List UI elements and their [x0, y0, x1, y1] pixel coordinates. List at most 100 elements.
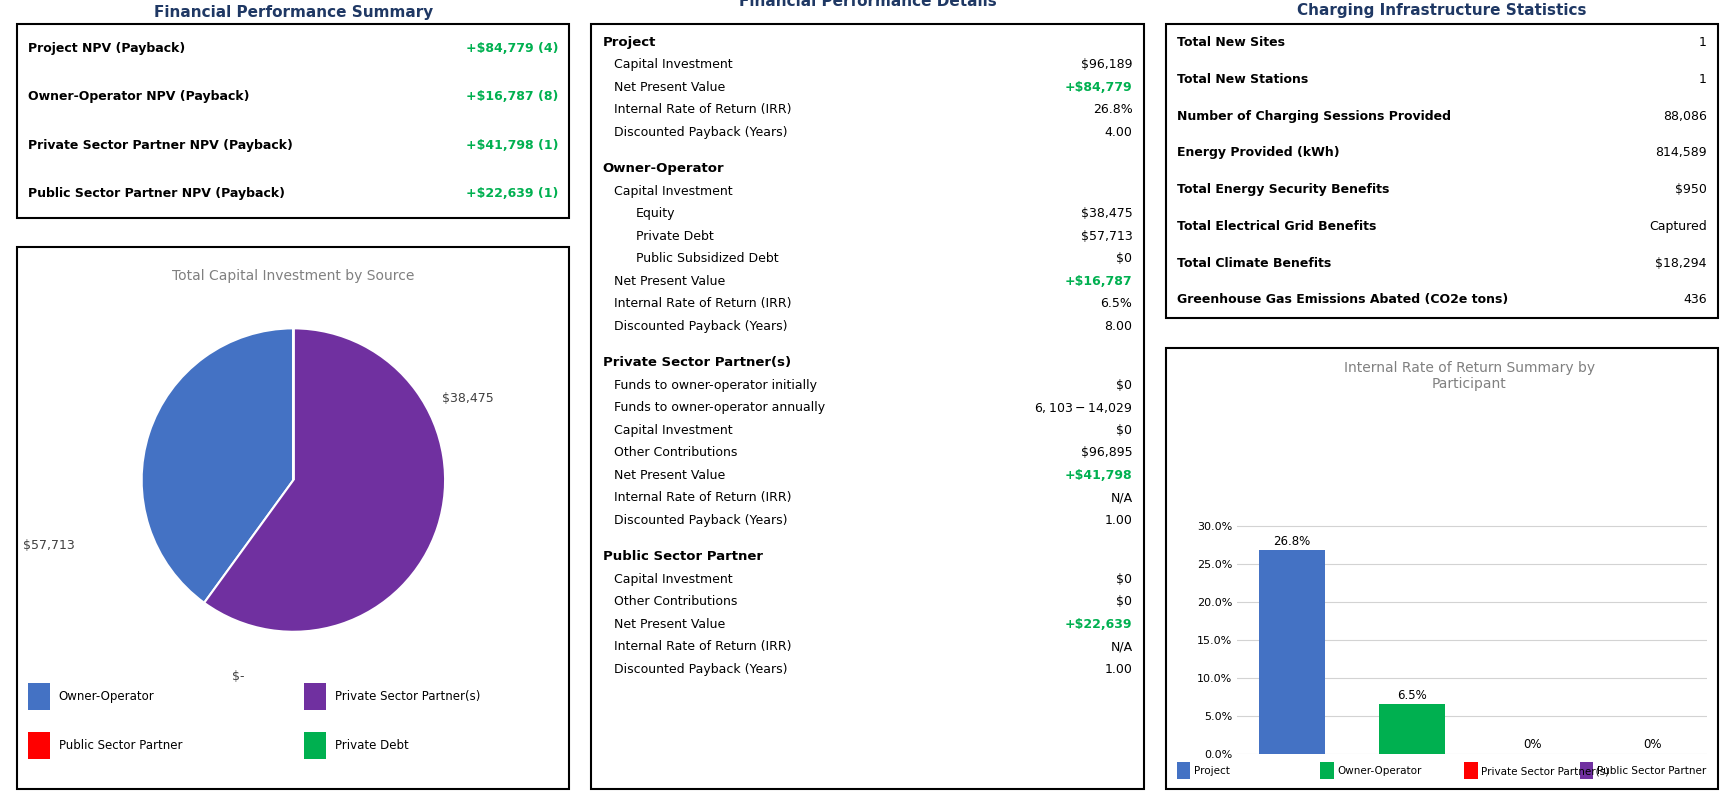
Text: Internal Rate of Return Summary by
Participant: Internal Rate of Return Summary by Parti… [1343, 361, 1594, 391]
Text: Capital Investment: Capital Investment [614, 184, 732, 197]
Text: $18,294: $18,294 [1655, 257, 1707, 270]
Text: Owner-Operator: Owner-Operator [59, 691, 154, 704]
Bar [304, 732, 326, 759]
Text: Other Contributions: Other Contributions [614, 446, 737, 459]
Bar [1320, 762, 1334, 779]
Text: $38,475: $38,475 [442, 392, 494, 405]
Text: N/A: N/A [1110, 640, 1133, 653]
Text: +$41,798: +$41,798 [1065, 469, 1133, 481]
Text: Public Subsidized Debt: Public Subsidized Debt [635, 252, 779, 265]
Text: Financial Performance Details: Financial Performance Details [739, 0, 996, 9]
FancyBboxPatch shape [1166, 24, 1718, 318]
Text: Net Present Value: Net Present Value [614, 617, 725, 630]
Text: Greenhouse Gas Emissions Abated (CO2e tons): Greenhouse Gas Emissions Abated (CO2e to… [1176, 293, 1508, 307]
Text: Total Capital Investment by Source: Total Capital Investment by Source [172, 269, 415, 283]
Text: Private Sector Partner(s): Private Sector Partner(s) [602, 356, 791, 369]
Text: Private Sector Partner(s): Private Sector Partner(s) [335, 691, 481, 704]
Text: Internal Rate of Return (IRR): Internal Rate of Return (IRR) [614, 297, 791, 310]
Text: +$16,787: +$16,787 [1065, 275, 1133, 287]
Text: Total New Sites: Total New Sites [1176, 36, 1284, 49]
Bar [1176, 762, 1190, 779]
Text: Total Energy Security Benefits: Total Energy Security Benefits [1176, 183, 1390, 196]
Text: Public Sector Partner: Public Sector Partner [602, 550, 762, 563]
Text: Discounted Payback (Years): Discounted Payback (Years) [614, 320, 788, 333]
Text: $0: $0 [1117, 378, 1133, 391]
Text: Project: Project [1194, 766, 1230, 776]
Text: 1: 1 [1699, 36, 1707, 49]
Text: Private Debt: Private Debt [635, 229, 713, 242]
Text: +$22,639 (1): +$22,639 (1) [467, 187, 559, 200]
Text: Captured: Captured [1648, 220, 1707, 233]
Text: Total Electrical Grid Benefits: Total Electrical Grid Benefits [1176, 220, 1376, 233]
Text: 26.8%: 26.8% [1093, 103, 1133, 116]
Text: +$22,639: +$22,639 [1065, 617, 1133, 630]
Text: $38,475: $38,475 [1081, 207, 1133, 220]
Text: Internal Rate of Return (IRR): Internal Rate of Return (IRR) [614, 103, 791, 116]
Text: Private Sector Partner NPV (Payback): Private Sector Partner NPV (Payback) [28, 138, 293, 151]
Text: +$84,779 (4): +$84,779 (4) [467, 42, 559, 55]
Text: Net Present Value: Net Present Value [614, 469, 725, 481]
Text: $6,103 - $14,029: $6,103 - $14,029 [1034, 401, 1133, 415]
Text: 1.00: 1.00 [1105, 514, 1133, 527]
Text: 88,086: 88,086 [1662, 109, 1707, 122]
Text: $0: $0 [1117, 252, 1133, 265]
Text: Capital Investment: Capital Investment [614, 572, 732, 585]
FancyBboxPatch shape [592, 24, 1143, 789]
Text: Discounted Payback (Years): Discounted Payback (Years) [614, 126, 788, 138]
Text: Equity: Equity [635, 207, 675, 220]
Text: Project NPV (Payback): Project NPV (Payback) [28, 42, 186, 55]
Text: Total Climate Benefits: Total Climate Benefits [1176, 257, 1331, 270]
Text: $57,713: $57,713 [23, 539, 75, 551]
Text: Internal Rate of Return (IRR): Internal Rate of Return (IRR) [614, 640, 791, 653]
Text: Energy Provided (kWh): Energy Provided (kWh) [1176, 147, 1339, 159]
Bar [28, 732, 50, 759]
Text: Capital Investment: Capital Investment [614, 423, 732, 436]
Text: $57,713: $57,713 [1081, 229, 1133, 242]
Text: Funds to owner-operator annually: Funds to owner-operator annually [614, 401, 824, 414]
Text: Private Debt: Private Debt [335, 739, 408, 752]
Text: Financial Performance Summary: Financial Performance Summary [154, 6, 434, 20]
Text: +$16,787 (8): +$16,787 (8) [467, 90, 559, 103]
Text: Owner-Operator: Owner-Operator [602, 162, 723, 175]
Text: $96,895: $96,895 [1081, 446, 1133, 459]
Text: Discounted Payback (Years): Discounted Payback (Years) [614, 514, 788, 527]
Text: 1.00: 1.00 [1105, 663, 1133, 675]
Text: Funds to owner-operator initially: Funds to owner-operator initially [614, 378, 817, 391]
Text: 8.00: 8.00 [1105, 320, 1133, 333]
FancyBboxPatch shape [1166, 348, 1718, 789]
Text: Discounted Payback (Years): Discounted Payback (Years) [614, 663, 788, 675]
Text: 436: 436 [1683, 293, 1707, 307]
Text: $0: $0 [1117, 572, 1133, 585]
Bar [304, 683, 326, 710]
FancyBboxPatch shape [17, 24, 569, 217]
Text: Total New Stations: Total New Stations [1176, 72, 1308, 86]
Text: Net Present Value: Net Present Value [614, 275, 725, 287]
Text: $0: $0 [1117, 423, 1133, 436]
Text: Charging Infrastructure Statistics: Charging Infrastructure Statistics [1296, 3, 1586, 19]
Text: Public Sector Partner: Public Sector Partner [59, 739, 182, 752]
Text: Private Sector Partner(s): Private Sector Partner(s) [1482, 766, 1610, 776]
Text: Net Present Value: Net Present Value [614, 80, 725, 93]
Bar [1579, 762, 1593, 779]
Text: $950: $950 [1674, 183, 1707, 196]
Text: +$41,798 (1): +$41,798 (1) [467, 138, 559, 151]
Text: Number of Charging Sessions Provided: Number of Charging Sessions Provided [1176, 109, 1450, 122]
Bar [1464, 762, 1478, 779]
Bar [28, 683, 50, 710]
Text: Internal Rate of Return (IRR): Internal Rate of Return (IRR) [614, 491, 791, 505]
Text: $96,189: $96,189 [1081, 58, 1133, 71]
Text: +$84,779: +$84,779 [1065, 80, 1133, 93]
Text: $-: $- [232, 670, 245, 683]
Text: Public Sector Partner NPV (Payback): Public Sector Partner NPV (Payback) [28, 187, 285, 200]
Text: 4.00: 4.00 [1105, 126, 1133, 138]
Text: Owner-Operator: Owner-Operator [1338, 766, 1423, 776]
Text: Project: Project [602, 35, 656, 48]
Text: N/A: N/A [1110, 491, 1133, 505]
FancyBboxPatch shape [17, 247, 569, 789]
Text: 814,589: 814,589 [1655, 147, 1707, 159]
Text: Other Contributions: Other Contributions [614, 595, 737, 608]
Text: Capital Investment: Capital Investment [614, 58, 732, 71]
Text: 1: 1 [1699, 72, 1707, 86]
Text: 6.5%: 6.5% [1100, 297, 1133, 310]
Text: $0: $0 [1117, 595, 1133, 608]
